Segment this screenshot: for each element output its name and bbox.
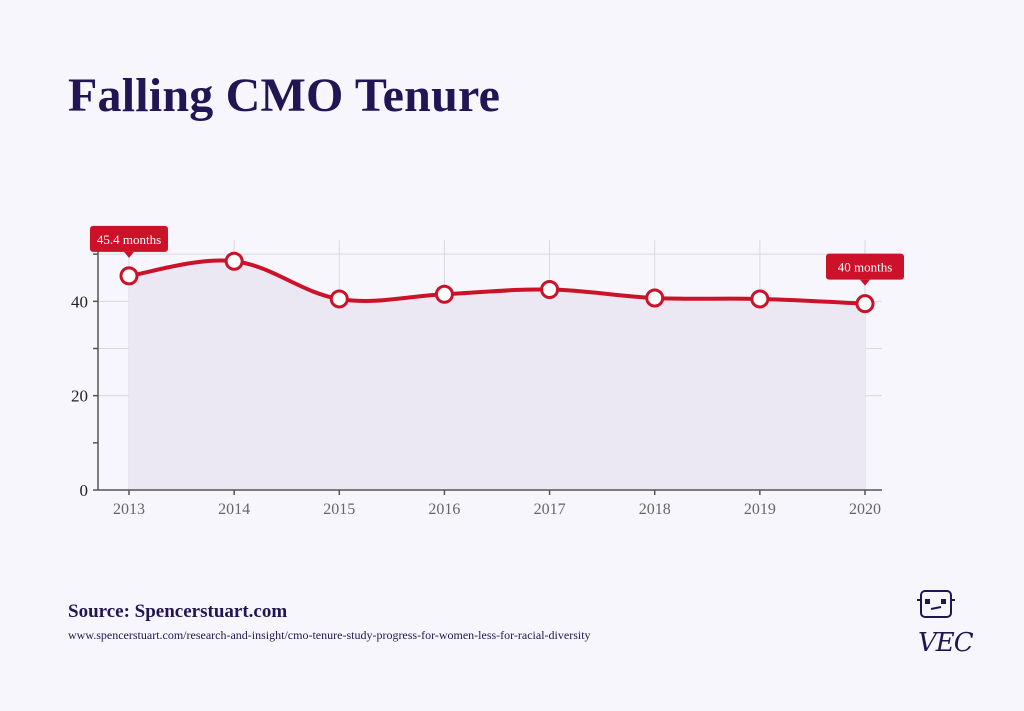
data-points	[119, 251, 875, 314]
series-line	[127, 258, 867, 306]
annotation-pointer	[860, 279, 870, 286]
annotations: 45.4 months 40 months	[90, 225, 904, 286]
chart-area: 2013 2014 2015 2016 2017 2018 2019 2020 0 20 40 4…	[71, 225, 904, 518]
x-tick-label: 2015	[323, 501, 355, 518]
x-tick-label: 2014	[218, 501, 250, 518]
area-fill	[129, 260, 865, 490]
x-tick-labels: 2013 2014 2015 2016 2017 2018 2019 2020	[113, 501, 881, 518]
chart-title: Falling CMO Tenure	[68, 69, 501, 122]
annotation-pointer	[124, 251, 134, 258]
source-url: www.spencerstuart.com/research-and-insig…	[68, 628, 591, 642]
y-tick-label: 0	[80, 481, 89, 500]
annotation-box	[90, 225, 168, 252]
source-label: Source: Spencerstuart.com	[68, 601, 288, 622]
data-point	[540, 280, 560, 300]
data-point	[750, 289, 770, 309]
x-tick-label: 2020	[849, 501, 881, 518]
annotation-label: 45.4 months	[97, 232, 161, 247]
logo-text: VEC	[918, 628, 974, 658]
annotation-box	[826, 253, 904, 280]
x-tick-label: 2018	[639, 501, 671, 518]
data-point	[329, 289, 349, 309]
axes	[93, 240, 882, 495]
annotation-label: 40 months	[838, 260, 893, 275]
x-tick-label: 2017	[534, 501, 566, 518]
y-tick-label: 20	[71, 387, 88, 406]
y-tick-label: 40	[71, 292, 88, 311]
data-point	[855, 294, 875, 314]
data-point	[434, 284, 454, 304]
data-point	[224, 251, 244, 271]
data-point	[645, 288, 665, 308]
data-point	[119, 266, 139, 286]
robot-logo-icon	[917, 590, 955, 618]
x-tick-label: 2016	[428, 501, 460, 518]
y-tick-labels: 0 20 40	[71, 292, 88, 500]
x-tick-label: 2013	[113, 501, 145, 518]
x-tick-label: 2019	[744, 501, 776, 518]
